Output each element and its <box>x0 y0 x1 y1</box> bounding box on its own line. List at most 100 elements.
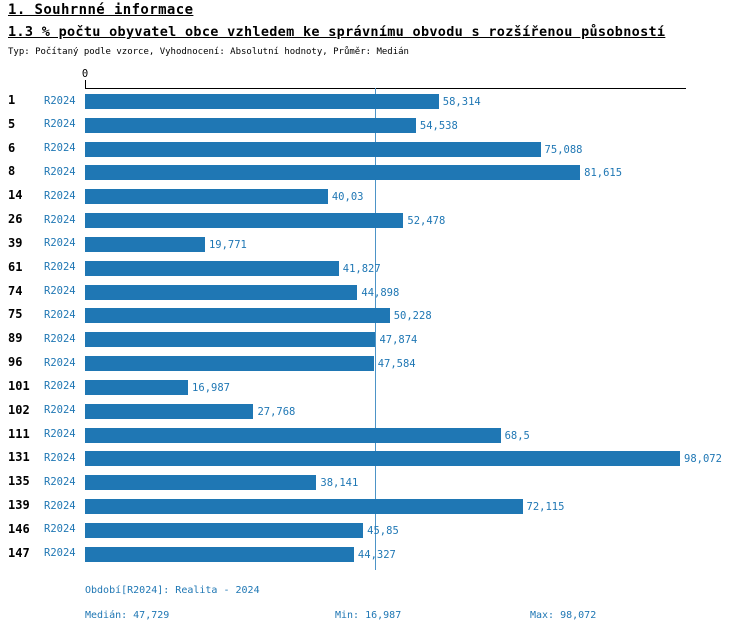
bar-value-label: 19,771 <box>208 238 247 251</box>
row-period-label: R2024 <box>44 118 76 131</box>
row-id-label: 102 <box>8 402 30 417</box>
row-period-label: R2024 <box>44 142 76 155</box>
value-bar <box>85 141 541 157</box>
bar-value-label: 58,314 <box>442 96 481 108</box>
chart-row: 26 R2024 52,478 <box>0 209 750 233</box>
value-bar <box>85 117 416 133</box>
chart-row: 75 R2024 50,228 <box>0 304 750 328</box>
row-period-label: R2024 <box>44 189 76 202</box>
chart-row: 1 R2024 58,314 <box>0 90 750 114</box>
bar-value-label: 44,327 <box>357 548 396 561</box>
row-id-label: 14 <box>8 188 23 203</box>
row-period-label: R2024 <box>44 261 76 274</box>
row-period-label: R2024 <box>44 523 76 536</box>
bar-value-label: 68,5 <box>504 429 530 442</box>
bar-value-label: 47,584 <box>377 358 416 371</box>
value-bar <box>85 165 581 181</box>
chart-row: 102 R2024 27,768 <box>0 400 750 424</box>
bar-value-label: 81,615 <box>584 167 623 180</box>
value-bar <box>85 213 404 229</box>
value-bar <box>85 284 358 300</box>
row-id-label: 146 <box>8 521 30 536</box>
row-id-label: 74 <box>8 283 23 298</box>
row-id-label: 5 <box>8 116 16 131</box>
value-bar <box>85 356 374 372</box>
value-bar <box>85 379 189 395</box>
value-bar <box>85 236 205 252</box>
chart-row: 96 R2024 47,584 <box>0 352 750 376</box>
chart-row: 8 R2024 81,615 <box>0 161 750 185</box>
row-id-label: 131 <box>8 450 30 465</box>
row-period-label: R2024 <box>44 404 76 417</box>
bar-value-label: 38,141 <box>320 477 359 490</box>
row-id-label: 135 <box>8 474 30 489</box>
value-bar <box>85 308 390 324</box>
bar-value-label: 98,072 <box>684 453 722 466</box>
median-stat: Medián: 47,729 <box>85 610 170 621</box>
bar-value-label: 50,228 <box>393 310 432 323</box>
bar-value-label: 16,987 <box>192 381 230 394</box>
max-stat: Max: 98,072 <box>530 610 597 621</box>
row-id-label: 96 <box>8 355 23 370</box>
bar-value-label: 47,874 <box>379 334 418 347</box>
row-period-label: R2024 <box>44 332 76 345</box>
value-bar <box>85 260 339 276</box>
x-axis-line <box>85 88 686 89</box>
row-period-label: R2024 <box>44 547 76 560</box>
chart-row: 131 R2024 98,072 <box>0 447 750 471</box>
chart-row: 111 R2024 68,5 <box>0 424 750 448</box>
axis-zero-tick <box>85 80 86 88</box>
chart-row: 14 R2024 40,03 <box>0 185 750 209</box>
row-period-label: R2024 <box>44 356 76 369</box>
row-id-label: 6 <box>8 140 16 155</box>
chart-row: 74 R2024 44,898 <box>0 281 750 305</box>
row-id-label: 61 <box>8 259 23 274</box>
value-bar <box>85 499 523 515</box>
value-bar <box>85 189 328 205</box>
bar-value-label: 44,898 <box>361 286 400 299</box>
row-period-label: R2024 <box>44 475 76 488</box>
chart-row: 6 R2024 75,088 <box>0 138 750 162</box>
bar-value-label: 45,85 <box>367 524 399 537</box>
row-id-label: 101 <box>8 378 30 393</box>
value-bar <box>85 522 364 538</box>
chart-row: 89 R2024 47,874 <box>0 328 750 352</box>
bar-value-label: 41,827 <box>342 262 381 275</box>
row-id-label: 89 <box>8 331 23 346</box>
row-id-label: 26 <box>8 212 23 227</box>
row-id-label: 75 <box>8 307 23 322</box>
bar-value-label: 27,768 <box>257 405 296 418</box>
value-bar <box>85 475 317 491</box>
axis-zero-label: 0 <box>81 68 89 80</box>
chart-row: 61 R2024 41,827 <box>0 257 750 281</box>
value-bar <box>85 403 254 419</box>
report-meta: Typ: Počítaný podle vzorce, Vyhodnocení:… <box>8 47 409 57</box>
value-bar <box>85 546 354 562</box>
row-period-label: R2024 <box>44 237 76 250</box>
median-line <box>374 88 376 570</box>
value-bar <box>85 94 439 109</box>
report-title: 1. Souhrnné informace <box>8 2 194 18</box>
row-period-label: R2024 <box>44 380 76 393</box>
chart-row: 139 R2024 72,115 <box>0 495 750 519</box>
row-period-label: R2024 <box>44 499 76 512</box>
min-stat: Min: 16,987 <box>335 610 402 621</box>
chart-row: 147 R2024 44,327 <box>0 543 750 567</box>
row-id-label: 39 <box>8 235 23 250</box>
row-id-label: 147 <box>8 545 30 560</box>
value-bar <box>85 332 376 348</box>
bar-value-label: 52,478 <box>407 215 446 228</box>
chart-row: 39 R2024 19,771 <box>0 233 750 257</box>
value-bar <box>85 427 501 443</box>
row-period-label: R2024 <box>44 165 76 178</box>
chart-row: 135 R2024 38,141 <box>0 471 750 495</box>
value-bar <box>85 451 680 467</box>
bar-value-label: 40,03 <box>331 191 364 204</box>
row-id-label: 139 <box>8 498 30 513</box>
bar-value-label: 54,538 <box>419 119 458 132</box>
bar-value-label: 75,088 <box>544 143 583 156</box>
chart-row: 101 R2024 16,987 <box>0 376 750 400</box>
row-period-label: R2024 <box>44 213 76 226</box>
row-period-label: R2024 <box>44 428 76 441</box>
